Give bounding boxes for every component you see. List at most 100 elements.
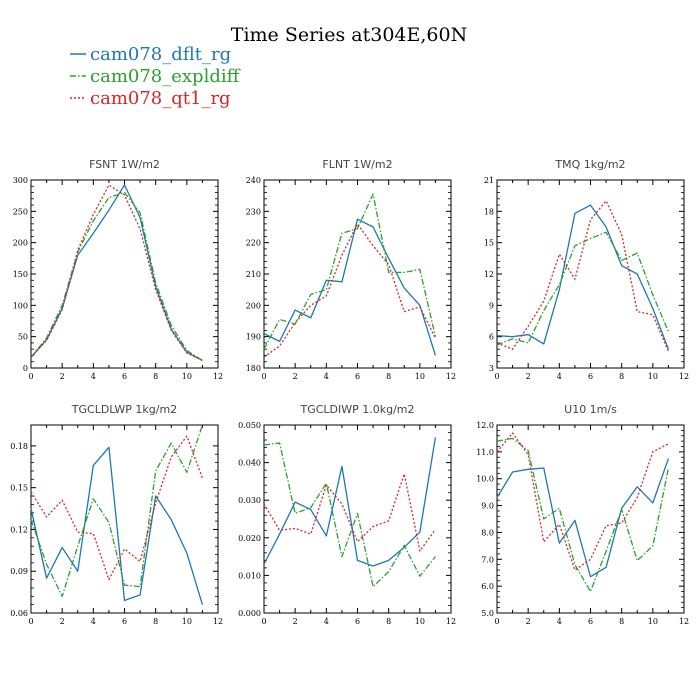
x-tick-label: 0 (28, 617, 33, 626)
y-tick-label: 0.18 (10, 442, 28, 451)
panel-5: U10 1m/s 0 2 4 6 8 10 12 5.0 6.0 7.0 8.0 9.0 10.0 11.0… (476, 403, 689, 626)
series-line-cam078_dflt_rg (263, 437, 437, 567)
y-tick-label: 0.050 (238, 421, 261, 430)
x-tick-label: 2 (293, 372, 298, 381)
x-tick-label: 4 (91, 372, 96, 381)
panel-3: TGCLDLWP 1kg/m2 0 2 4 6 8 10 12 0.06 0.09 0.12 0.15… (10, 403, 223, 626)
x-tick-label: 2 (526, 372, 531, 381)
series-line-cam078_qt1_rg (263, 223, 437, 358)
x-tick-label: 8 (386, 372, 391, 381)
y-tick-label: 3 (489, 364, 494, 373)
y-tick-label: 220 (246, 239, 261, 248)
y-tick-label: 0.06 (10, 609, 28, 618)
x-tick-label: 12 (446, 372, 456, 381)
y-tick-label: 100 (13, 301, 28, 310)
panel-title-3: TGCLDLWP 1kg/m2 (71, 403, 177, 416)
y-tick-label: 7.0 (481, 555, 494, 564)
y-tick-label: 150 (13, 270, 28, 279)
series-line-cam078_expldiff (30, 191, 203, 362)
x-tick-label: 6 (588, 372, 593, 381)
panels: FSNT 1W/m20 2 4 6 8 10 12050100150200250300FLN… (10, 158, 689, 626)
y-tick-label: 10.0 (476, 475, 494, 484)
series-line-cam078_expldiff (263, 442, 436, 588)
y-tick-label: 0.12 (10, 525, 28, 534)
panel-4: TGCLDIWP 1.0kg/m2 0 2 4 6 8 10 12 0.000 0.010 0.02… (238, 403, 456, 626)
x-tick-label: 4 (324, 617, 329, 626)
x-tick-label: 8 (153, 617, 158, 626)
y-tick-label: 15 (484, 239, 494, 248)
legend-label-0: cam078_dflt_rg (90, 44, 231, 65)
plot-frame (263, 179, 452, 369)
y-tick-label: 240 (246, 176, 261, 185)
x-tick-label: 8 (153, 372, 158, 381)
y-tick-label: 210 (246, 270, 261, 279)
y-tick-label: 0.040 (238, 459, 261, 468)
y-tick-label: 300 (13, 176, 28, 185)
y-tick-label: 12.0 (476, 421, 494, 430)
series-line-cam078_dflt_rg (263, 218, 437, 356)
x-tick-label: 6 (588, 617, 593, 626)
y-tick-label: 9.0 (481, 502, 494, 511)
x-tick-label: 12 (679, 617, 689, 626)
y-tick-label: 200 (246, 301, 261, 310)
series-line-cam078_qt1_rg (30, 435, 204, 581)
y-tick-label: 11.0 (476, 448, 494, 457)
series-line-cam078_expldiff (496, 231, 670, 346)
figure-title: Time Series at304E,60N (231, 24, 467, 46)
y-tick-label: 230 (246, 207, 261, 216)
y-tick-label: 0 (23, 364, 28, 373)
y-tick-label: 18 (484, 207, 494, 216)
y-tick-label: 21 (484, 176, 494, 185)
x-tick-label: 0 (261, 372, 266, 381)
series-line-cam078_expldiff (496, 437, 670, 593)
x-tick-label: 12 (446, 617, 456, 626)
y-tick-label: 190 (246, 333, 261, 342)
legend: cam078_dflt_rgcam078_expldiffcam078_qt1_… (70, 44, 241, 109)
y-tick-label: 8.0 (481, 528, 494, 537)
x-tick-label: 12 (679, 372, 689, 381)
y-tick-label: 0.15 (10, 484, 28, 493)
x-tick-label: 10 (182, 617, 192, 626)
x-tick-label: 4 (557, 617, 562, 626)
series-line-cam078_qt1_rg (496, 200, 670, 352)
plot-frame (263, 424, 452, 614)
series-line-cam078_dflt_rg (30, 446, 204, 605)
x-tick-label: 2 (526, 617, 531, 626)
x-tick-label: 12 (213, 617, 223, 626)
x-tick-label: 6 (355, 372, 360, 381)
x-tick-label: 8 (619, 617, 624, 626)
x-tick-label: 2 (60, 617, 65, 626)
y-tick-label: 5.0 (481, 609, 494, 618)
x-tick-label: 4 (324, 372, 329, 381)
y-tick-label: 0.020 (238, 534, 261, 543)
x-tick-label: 6 (122, 617, 127, 626)
y-tick-label: 250 (13, 207, 28, 216)
y-tick-label: 6.0 (481, 582, 494, 591)
plot-frame (496, 179, 685, 369)
series-line-cam078_dflt_rg (496, 458, 670, 578)
x-tick-label: 10 (415, 617, 425, 626)
y-tick-label: 6 (489, 333, 494, 342)
series-line-cam078_qt1_rg (30, 184, 203, 362)
x-tick-label: 10 (648, 617, 658, 626)
panel-1: FLNT 1W/m2 0 2 4 6 8 10 12 180 190 200 210 220 230 240 (246, 158, 456, 381)
x-tick-label: 10 (415, 372, 425, 381)
x-tick-label: 8 (619, 372, 624, 381)
x-tick-label: 4 (91, 617, 96, 626)
panel-2: TMQ 1kg/m2 0 2 4 6 8 10 12 3 6 9 12 15 18 21 (484, 158, 689, 381)
x-tick-label: 12 (213, 372, 223, 381)
x-tick-label: 8 (386, 617, 391, 626)
y-tick-label: 9 (489, 301, 494, 310)
x-tick-label: 10 (648, 372, 658, 381)
series-line-cam078_expldiff (263, 193, 437, 350)
x-tick-label: 4 (557, 372, 562, 381)
x-tick-label: 0 (494, 617, 499, 626)
y-tick-label: 180 (246, 364, 261, 373)
x-tick-label: 0 (28, 372, 33, 381)
y-tick-label: 0.000 (238, 609, 261, 618)
x-tick-label: 6 (355, 617, 360, 626)
y-tick-label: 12 (484, 270, 494, 279)
series-line-cam078_dflt_rg (496, 204, 670, 350)
series-line-cam078_qt1_rg (263, 473, 436, 552)
